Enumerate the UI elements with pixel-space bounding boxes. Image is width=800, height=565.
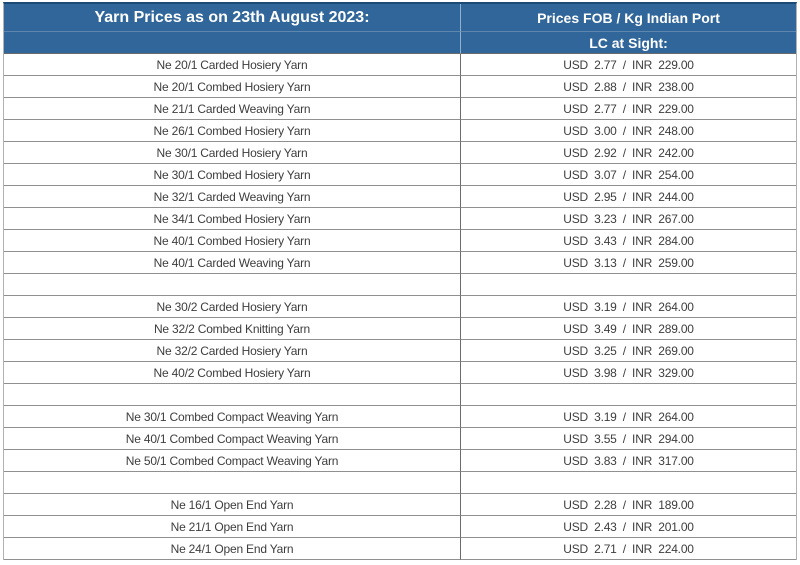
header-empty-cell xyxy=(4,32,461,54)
table-row: Ne 32/1 Carded Weaving Yarn USD 2.95 / I… xyxy=(4,186,796,208)
table-row: Ne 21/1 Carded Weaving Yarn USD 2.77 / I… xyxy=(4,98,796,120)
yarn-name-cell: Ne 30/2 Carded Hosiery Yarn xyxy=(4,296,461,318)
table-row: Ne 40/2 Combed Hosiery Yarn USD 3.98 / I… xyxy=(4,362,796,384)
price-column-header: Prices FOB / Kg Indian Port xyxy=(461,4,796,32)
yarn-name-cell: Ne 40/1 Combed Compact Weaving Yarn xyxy=(4,428,461,450)
price-cell: USD 2.95 / INR 244.00 xyxy=(461,186,796,208)
price-cell: USD 3.23 / INR 267.00 xyxy=(461,208,796,230)
table-row xyxy=(4,472,796,494)
yarn-name-cell: Ne 21/1 Open End Yarn xyxy=(4,516,461,538)
table-row: Ne 16/1 Open End Yarn USD 2.28 / INR 189… xyxy=(4,494,796,516)
yarn-name-cell xyxy=(4,384,461,406)
table-header-row-2: LC at Sight: xyxy=(4,32,796,54)
table-row: Ne 32/2 Carded Hosiery Yarn USD 3.25 / I… xyxy=(4,340,796,362)
price-cell: USD 3.19 / INR 264.00 xyxy=(461,406,796,428)
table-row: Ne 21/1 Open End Yarn USD 2.43 / INR 201… xyxy=(4,516,796,538)
price-cell: USD 3.49 / INR 289.00 xyxy=(461,318,796,340)
price-cell: USD 2.28 / INR 189.00 xyxy=(461,494,796,516)
yarn-name-cell: Ne 20/1 Combed Hosiery Yarn xyxy=(4,76,461,98)
table-row: Ne 30/2 Carded Hosiery Yarn USD 3.19 / I… xyxy=(4,296,796,318)
yarn-name-cell: Ne 34/1 Combed Hosiery Yarn xyxy=(4,208,461,230)
price-cell: USD 3.55 / INR 294.00 xyxy=(461,428,796,450)
price-cell xyxy=(461,472,796,494)
yarn-name-cell: Ne 24/1 Open End Yarn xyxy=(4,538,461,560)
yarn-name-cell: Ne 26/1 Combed Hosiery Yarn xyxy=(4,120,461,142)
yarn-name-cell: Ne 50/1 Combed Compact Weaving Yarn xyxy=(4,450,461,472)
table-row: Ne 20/1 Carded Hosiery Yarn USD 2.77 / I… xyxy=(4,54,796,76)
table-row: Ne 30/1 Carded Hosiery Yarn USD 2.92 / I… xyxy=(4,142,796,164)
table-row: Ne 24/1 Open End Yarn USD 2.71 / INR 224… xyxy=(4,538,796,560)
price-cell: USD 2.77 / INR 229.00 xyxy=(461,54,796,76)
price-cell: USD 2.88 / INR 238.00 xyxy=(461,76,796,98)
price-cell: USD 3.00 / INR 248.00 xyxy=(461,120,796,142)
price-cell xyxy=(461,274,796,296)
table-row: Ne 50/1 Combed Compact Weaving Yarn USD … xyxy=(4,450,796,472)
table-row: Ne 40/1 Combed Hosiery Yarn USD 3.43 / I… xyxy=(4,230,796,252)
price-cell xyxy=(461,384,796,406)
yarn-name-cell: Ne 21/1 Carded Weaving Yarn xyxy=(4,98,461,120)
table-row xyxy=(4,384,796,406)
yarn-name-cell xyxy=(4,472,461,494)
yarn-name-cell: Ne 32/1 Carded Weaving Yarn xyxy=(4,186,461,208)
table-row: Ne 34/1 Combed Hosiery Yarn USD 3.23 / I… xyxy=(4,208,796,230)
table-row: Ne 30/1 Combed Hosiery Yarn USD 3.07 / I… xyxy=(4,164,796,186)
table-title: Yarn Prices as on 23th August 2023: xyxy=(4,4,461,32)
price-cell: USD 2.77 / INR 229.00 xyxy=(461,98,796,120)
yarn-name-cell: Ne 16/1 Open End Yarn xyxy=(4,494,461,516)
price-cell: USD 3.07 / INR 254.00 xyxy=(461,164,796,186)
yarn-name-cell: Ne 30/1 Combed Hosiery Yarn xyxy=(4,164,461,186)
price-cell: USD 3.25 / INR 269.00 xyxy=(461,340,796,362)
table-row: Ne 32/2 Combed Knitting Yarn USD 3.49 / … xyxy=(4,318,796,340)
yarn-name-cell: Ne 32/2 Carded Hosiery Yarn xyxy=(4,340,461,362)
price-cell: USD 3.13 / INR 259.00 xyxy=(461,252,796,274)
yarn-name-cell: Ne 30/1 Carded Hosiery Yarn xyxy=(4,142,461,164)
table-row: Ne 40/1 Carded Weaving Yarn USD 3.13 / I… xyxy=(4,252,796,274)
price-cell: USD 2.71 / INR 224.00 xyxy=(461,538,796,560)
yarn-name-cell: Ne 30/1 Combed Compact Weaving Yarn xyxy=(4,406,461,428)
table-row: Ne 20/1 Combed Hosiery Yarn USD 2.88 / I… xyxy=(4,76,796,98)
payment-terms-header: LC at Sight: xyxy=(461,32,796,54)
price-cell: USD 3.98 / INR 329.00 xyxy=(461,362,796,384)
price-cell: USD 3.43 / INR 284.00 xyxy=(461,230,796,252)
price-cell: USD 2.43 / INR 201.00 xyxy=(461,516,796,538)
table-header-row-1: Yarn Prices as on 23th August 2023: Pric… xyxy=(4,4,796,32)
table-row: Ne 40/1 Combed Compact Weaving Yarn USD … xyxy=(4,428,796,450)
price-cell: USD 3.19 / INR 264.00 xyxy=(461,296,796,318)
yarn-name-cell xyxy=(4,274,461,296)
table-row xyxy=(4,274,796,296)
yarn-name-cell: Ne 40/1 Carded Weaving Yarn xyxy=(4,252,461,274)
table-row: Ne 26/1 Combed Hosiery Yarn USD 3.00 / I… xyxy=(4,120,796,142)
price-cell: USD 2.92 / INR 242.00 xyxy=(461,142,796,164)
table-body: Ne 20/1 Carded Hosiery Yarn USD 2.77 / I… xyxy=(4,54,796,560)
price-cell: USD 3.83 / INR 317.00 xyxy=(461,450,796,472)
table-row: Ne 30/1 Combed Compact Weaving Yarn USD … xyxy=(4,406,796,428)
yarn-name-cell: Ne 40/1 Combed Hosiery Yarn xyxy=(4,230,461,252)
yarn-price-table: Yarn Prices as on 23th August 2023: Pric… xyxy=(3,2,797,560)
yarn-name-cell: Ne 32/2 Combed Knitting Yarn xyxy=(4,318,461,340)
yarn-name-cell: Ne 40/2 Combed Hosiery Yarn xyxy=(4,362,461,384)
yarn-name-cell: Ne 20/1 Carded Hosiery Yarn xyxy=(4,54,461,76)
